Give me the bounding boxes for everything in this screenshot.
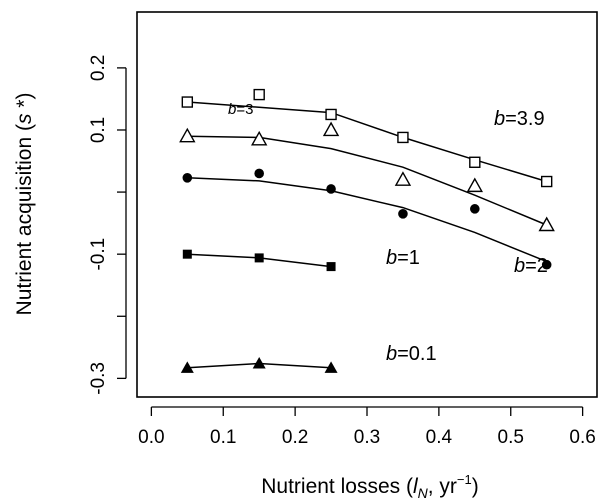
y-axis-title-prefix: Nutrient acquisition ( <box>13 124 36 315</box>
data-point-series-2 <box>541 259 552 270</box>
y-axis-title-symbol: s <box>13 113 36 124</box>
plot-frame <box>136 11 598 398</box>
data-point-series-0 <box>325 108 337 121</box>
y-tick-label: -0.1 <box>88 238 109 271</box>
x-tick-label: 0.0 <box>138 427 164 448</box>
data-point-series-0 <box>469 156 481 168</box>
x-axis-title-subscript: N <box>418 485 429 501</box>
series-label-value: =3 <box>236 101 253 118</box>
fit-line-series-2 <box>187 177 547 263</box>
data-point-series-3 <box>326 262 336 272</box>
data-point-series-3 <box>254 253 264 263</box>
series-label-1: b=3 <box>228 101 253 118</box>
data-point-series-1 <box>179 127 196 143</box>
x-tick-label: 0.1 <box>210 427 236 448</box>
series-label-b: b <box>386 343 397 365</box>
data-point-series-2 <box>326 184 336 194</box>
data-point-series-1 <box>322 121 340 137</box>
y-axis-title: Nutrient acquisition (s *) <box>13 93 36 316</box>
x-tick-label: 0.3 <box>354 427 380 448</box>
x-axis-title: Nutrient losses (lN, yr−1) <box>261 472 479 501</box>
data-point-series-1 <box>466 177 484 193</box>
data-point-series-2 <box>254 168 264 179</box>
axes: 0.0 0.1 0.2 0.3 0.4 0.5 0.6 -0.3 -0.1 0.1 0.2 <box>88 55 596 448</box>
data-point-series-3 <box>182 249 192 259</box>
x-tick-label: 0.2 <box>282 427 308 448</box>
x-axis-title-prefix: Nutrient losses ( <box>261 475 413 498</box>
data-point-series-2 <box>470 204 480 214</box>
fit-line-series-1 <box>187 135 547 226</box>
data-point-series-0 <box>397 131 409 144</box>
series-label-b: b <box>228 101 236 118</box>
x-axis-title-symbol: l <box>413 475 419 498</box>
series-label-0: b=3.9 <box>494 108 545 130</box>
series-label-3: b=1 <box>386 247 420 269</box>
data-point-series-1 <box>394 171 412 186</box>
data-point-series-4 <box>180 361 194 373</box>
series-label-value: =1 <box>397 247 420 269</box>
data-point-series-0 <box>253 88 265 101</box>
series-label-value: =0.1 <box>397 343 436 365</box>
y-tick-label: -0.3 <box>88 362 109 395</box>
series-label-b: b <box>386 247 397 269</box>
series-label-2: b=2 <box>514 255 548 277</box>
data-point-series-4 <box>252 356 266 369</box>
series-labels: b=3.9b=3b=2b=1b=0.1 <box>228 101 548 365</box>
data-point-series-4 <box>324 361 338 373</box>
y-tick-label: 0.2 <box>88 55 109 81</box>
x-axis-title-suffix: ) <box>472 475 479 498</box>
x-tick-label: 0.6 <box>569 427 595 448</box>
x-axis-title-unit: , yr <box>428 475 457 498</box>
data-point-series-0 <box>540 175 553 188</box>
series-label-b: b <box>494 108 505 130</box>
series-label-b: b <box>514 255 525 277</box>
x-tick-label: 0.5 <box>498 427 524 448</box>
x-axis-title-exponent: −1 <box>457 472 472 487</box>
data-point-series-1 <box>538 216 555 232</box>
y-axis-title-suffix: *) <box>13 93 36 114</box>
data-markers <box>179 88 555 373</box>
data-point-series-2 <box>182 172 193 183</box>
y-tick-label: 0.1 <box>88 117 109 143</box>
fit-lines <box>187 101 547 369</box>
series-label-4: b=0.1 <box>386 343 437 365</box>
data-point-series-2 <box>398 209 408 219</box>
data-point-series-1 <box>250 130 268 146</box>
data-point-series-0 <box>181 96 194 108</box>
series-label-value: =2 <box>525 255 548 277</box>
series-label-value: =3.9 <box>505 108 544 130</box>
x-tick-label: 0.4 <box>426 427 453 448</box>
